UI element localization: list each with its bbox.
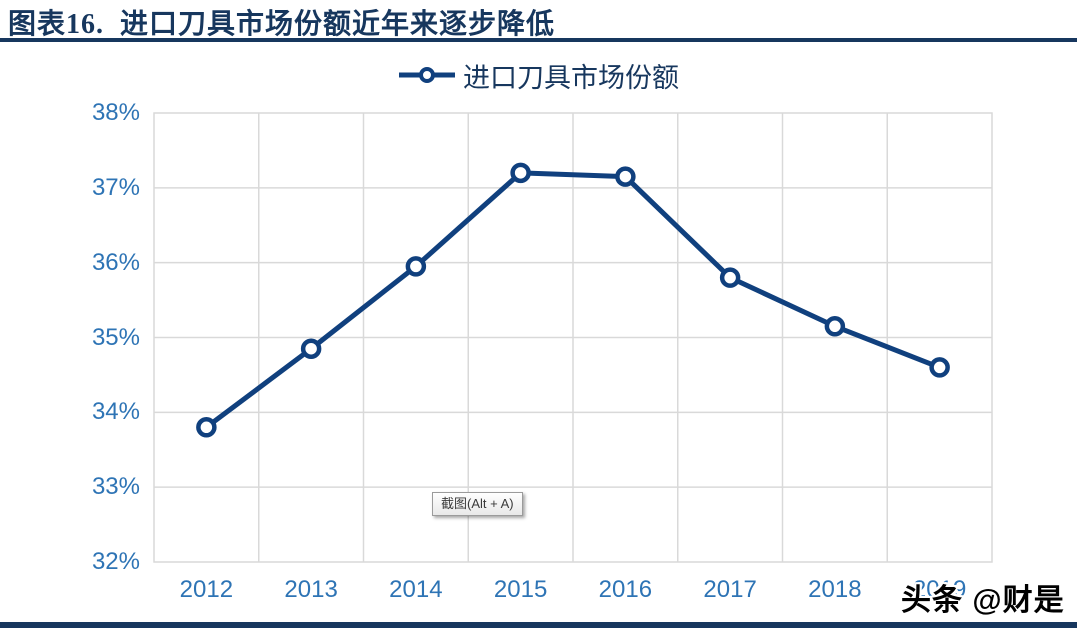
data-point-marker <box>929 357 950 378</box>
x-axis-tick-label: 2013 <box>284 576 338 603</box>
screenshot-hotkey-tooltip[interactable]: 截图(Alt + A) <box>432 492 523 516</box>
figure-title: 图表16. 进口刀具市场份额近年来逐步降低 <box>8 9 556 40</box>
title-underline-rule <box>0 38 1077 42</box>
data-point-marker <box>719 267 741 288</box>
y-axis-tick-label: 35% <box>91 323 140 351</box>
legend-line-marker-icon <box>399 67 455 83</box>
y-axis-tick-label: 33% <box>91 473 140 501</box>
data-point-marker <box>615 166 636 187</box>
x-axis-tick-label: 2017 <box>703 576 757 603</box>
data-point-marker <box>405 256 427 277</box>
y-axis-tick-label: 34% <box>91 398 140 426</box>
watermark-text: 头条 @财是 <box>901 584 1065 617</box>
x-axis-tick-label: 2014 <box>389 576 443 603</box>
legend-series-label: 进口刀具市场份额 <box>463 62 679 93</box>
series-line <box>204 170 941 430</box>
data-point-marker <box>300 338 322 359</box>
chart-legend: 进口刀具市场份额 <box>0 59 1077 93</box>
y-axis-tick-label: 37% <box>91 173 140 201</box>
y-axis-tick-label: 38% <box>91 99 140 126</box>
data-point-marker <box>196 417 217 438</box>
y-axis-tick-label: 36% <box>91 248 140 276</box>
data-point-marker <box>824 316 846 337</box>
x-axis-tick-label: 2015 <box>493 576 548 603</box>
x-axis-tick-label: 2019 <box>912 576 967 603</box>
y-axis-tick-label: 32% <box>91 548 140 575</box>
x-axis-tick-label: 2018 <box>808 576 862 603</box>
data-point-marker <box>510 162 531 184</box>
x-axis-tick-label: 2012 <box>179 576 234 603</box>
bottom-divider-rule <box>0 622 1077 628</box>
x-axis-tick-label: 2016 <box>598 576 653 603</box>
